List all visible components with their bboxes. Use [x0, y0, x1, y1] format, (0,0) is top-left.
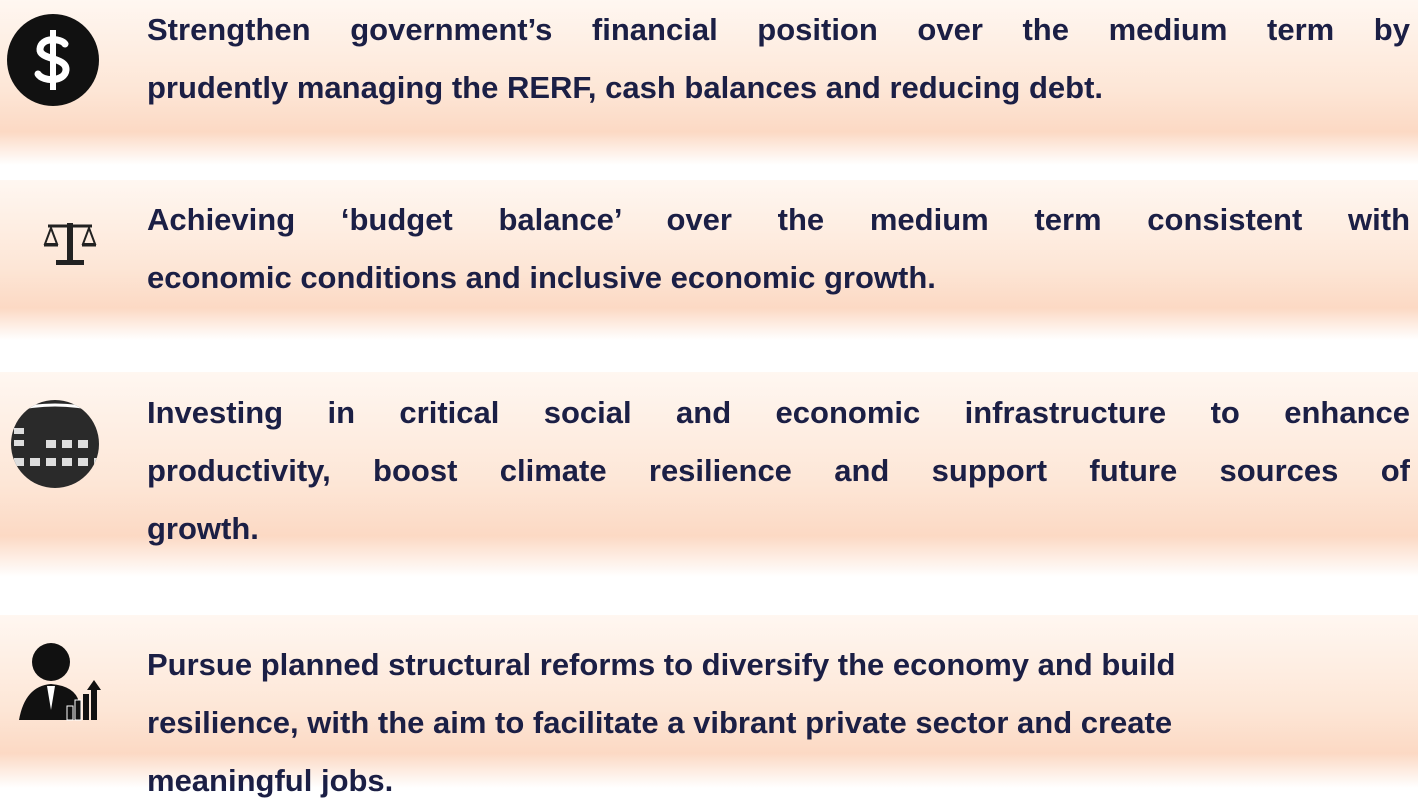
- band: [0, 0, 1418, 165]
- text-line: resilience, with the aim to facilitate a…: [147, 705, 1173, 740]
- band: [0, 372, 1418, 577]
- dollar-icon: [7, 14, 99, 106]
- text-line: meaningful jobs.: [147, 763, 394, 798]
- text-line: Strengthen government’s financial positi…: [147, 12, 1410, 47]
- text-line: economic conditions and inclusive econom…: [147, 260, 936, 295]
- text-line: growth.: [147, 511, 259, 546]
- band: [0, 180, 1418, 340]
- scale-icon: [43, 223, 97, 265]
- band: [0, 615, 1418, 788]
- person-chart-icon: [19, 643, 101, 721]
- item: Achieving ‘budget balance’ over the medi…: [147, 191, 1410, 307]
- text-line: Achieving ‘budget balance’ over the medi…: [147, 202, 1410, 237]
- text-line: Pursue planned structural reforms to div…: [147, 647, 1176, 682]
- text-line: Investing in critical social and economi…: [147, 395, 1410, 430]
- text-line: prudently managing the RERF, cash balanc…: [147, 70, 1104, 105]
- item: Strengthen government’s financial positi…: [147, 1, 1410, 117]
- building-icon: [11, 400, 99, 488]
- item: Pursue planned structural reforms to div…: [147, 636, 1410, 810]
- text-line: productivity, boost climate resilience a…: [147, 453, 1410, 488]
- item: Investing in critical social and economi…: [147, 384, 1410, 558]
